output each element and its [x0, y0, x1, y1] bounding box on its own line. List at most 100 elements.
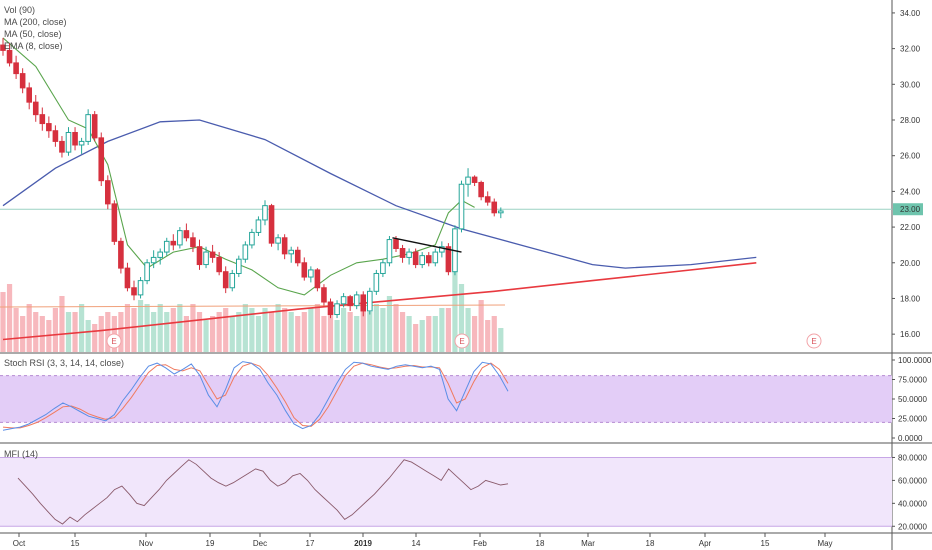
- candle: [236, 258, 242, 274]
- volume-bar: [79, 304, 85, 352]
- candle: [373, 272, 380, 292]
- volume-bar: [26, 304, 32, 352]
- stoch-k-line: [2, 361, 509, 431]
- candle: [222, 271, 229, 289]
- volume-bar: [341, 308, 347, 352]
- time-tick-label: 18: [536, 539, 545, 548]
- volume-bar: [452, 272, 458, 352]
- volume-bar: [360, 304, 366, 352]
- time-tick-label: Dec: [253, 539, 267, 548]
- volume-bar: [334, 320, 340, 352]
- trendline: [392, 237, 462, 253]
- volume-bar: [295, 316, 301, 352]
- candle: [6, 49, 13, 64]
- candle: [281, 237, 288, 255]
- candle: [353, 294, 360, 307]
- candle: [196, 246, 203, 266]
- earnings-marker[interactable]: E: [106, 333, 122, 349]
- volume-ma-line: [0, 304, 506, 308]
- candle: [301, 262, 308, 278]
- volume-bar: [347, 312, 353, 352]
- volume-bar: [229, 316, 235, 352]
- time-tick-label: Nov: [139, 539, 153, 548]
- candle: [288, 249, 294, 255]
- earnings-marker-label: E: [459, 337, 464, 346]
- mfi-legend: MFI (14): [4, 449, 38, 459]
- candle: [432, 251, 439, 264]
- price-tick-label: 26.00: [900, 152, 921, 161]
- candle: [458, 183, 465, 230]
- volume-bar: [59, 296, 65, 352]
- candle: [484, 196, 491, 203]
- volume-bar: [275, 304, 281, 352]
- candle: [32, 101, 39, 116]
- volume-bar: [301, 312, 307, 352]
- volume-bar: [144, 304, 150, 352]
- candle: [78, 140, 85, 146]
- volume-bar: [105, 312, 111, 352]
- candle: [262, 205, 268, 221]
- time-tick-label: 18: [646, 539, 655, 548]
- time-tick-label: 17: [306, 539, 315, 548]
- candle: [347, 296, 353, 307]
- volume-bar: [92, 324, 98, 352]
- candle: [150, 256, 157, 264]
- volume-bar: [196, 312, 203, 352]
- volume-bar: [426, 316, 432, 352]
- volume-bar: [39, 316, 45, 352]
- price-tick-label: 16.00: [900, 330, 921, 339]
- earnings-icon: [806, 333, 822, 349]
- legend-item: Vol (90): [4, 5, 35, 15]
- volume-bar: [373, 304, 379, 352]
- candle: [294, 249, 301, 264]
- volume-bar: [439, 308, 445, 352]
- time-tick-label: 2019: [354, 539, 372, 548]
- candle: [334, 303, 340, 316]
- volume-bar: [170, 308, 176, 352]
- last-price-badge: [893, 203, 923, 216]
- earnings-marker[interactable]: E: [806, 333, 822, 349]
- candle: [183, 230, 190, 239]
- candle: [268, 205, 275, 244]
- candle: [491, 201, 498, 214]
- mfi-tick-label: 80.0000: [898, 453, 927, 462]
- price-tick-label: 24.00: [900, 187, 921, 196]
- legend-item: MA (200, close): [4, 17, 67, 27]
- price-tick-label: 22.00: [900, 223, 921, 232]
- stoch-tick-label: 100.0000: [898, 356, 932, 365]
- candle: [190, 237, 196, 248]
- candle: [412, 251, 419, 266]
- volume-bar: [465, 308, 471, 352]
- mfi-band: [0, 457, 892, 527]
- candle: [105, 180, 111, 205]
- earnings-marker[interactable]: E: [454, 333, 470, 349]
- candle: [498, 210, 504, 214]
- time-tick-label: 14: [412, 539, 421, 548]
- candle: [386, 239, 393, 264]
- earnings-icon: [106, 333, 122, 349]
- candle: [255, 219, 262, 233]
- candle: [393, 239, 399, 249]
- volume-bar: [399, 312, 406, 352]
- volume-bar: [458, 284, 465, 352]
- volume-bar: [413, 324, 419, 352]
- mfi-tick-label: 40.0000: [898, 499, 927, 508]
- volume-bar: [13, 308, 19, 352]
- volume-bar: [308, 308, 314, 352]
- candle: [111, 203, 118, 242]
- candle: [308, 269, 314, 278]
- candle: [380, 262, 386, 274]
- last-price-label: 23.00: [900, 205, 921, 214]
- candle: [144, 262, 150, 282]
- volume-bar: [52, 308, 58, 352]
- candle: [242, 244, 249, 260]
- volume-bar: [327, 312, 334, 352]
- volume-bar: [498, 328, 504, 352]
- candle: [39, 114, 46, 125]
- volume-bar: [406, 316, 412, 352]
- volume-bar: [236, 312, 242, 352]
- candle: [0, 44, 6, 51]
- volume-bar: [393, 304, 399, 352]
- candle: [137, 280, 144, 296]
